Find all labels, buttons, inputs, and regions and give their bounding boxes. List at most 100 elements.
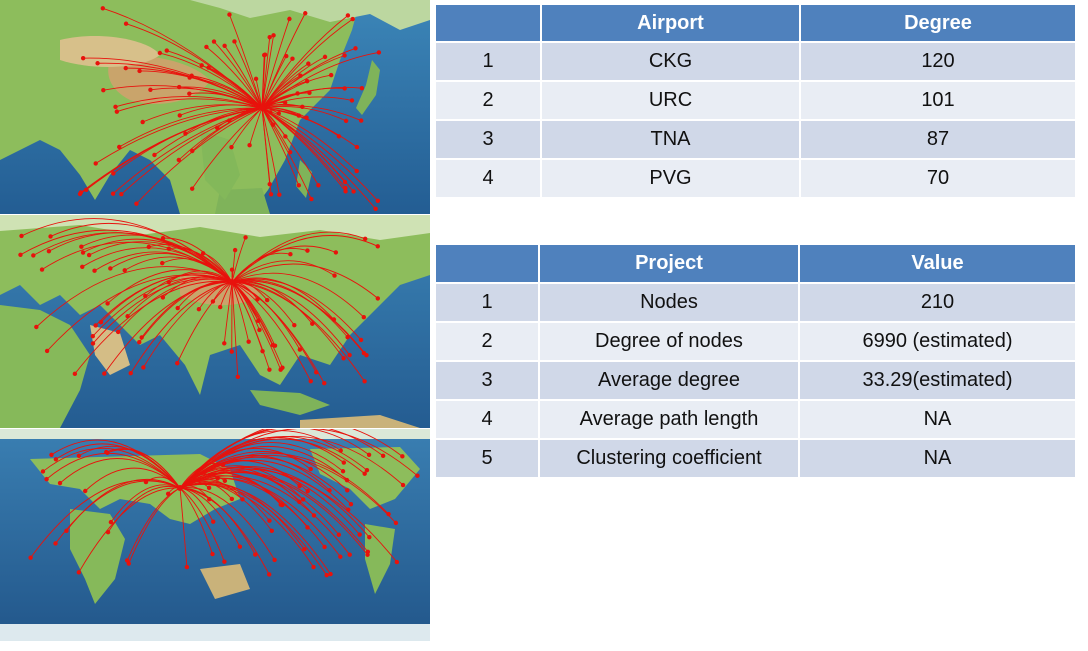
airport-node xyxy=(333,250,339,255)
airport-node xyxy=(232,39,237,44)
airport-node xyxy=(76,453,82,458)
table-header-row: Project Value xyxy=(434,243,1077,284)
airport-node xyxy=(271,33,276,38)
flight-route-line xyxy=(231,237,246,283)
airport-node xyxy=(222,43,227,49)
cell-rank: 1 xyxy=(434,41,542,82)
airport-node xyxy=(345,13,351,18)
airport-node xyxy=(365,552,370,557)
airport-node xyxy=(102,371,107,376)
airport-node xyxy=(199,63,204,68)
airport-node xyxy=(183,131,188,136)
airport-node xyxy=(101,87,106,93)
map-world-graphic xyxy=(0,429,430,641)
flight-route-line xyxy=(231,281,239,377)
airport-node xyxy=(290,56,295,61)
cell-rank: 3 xyxy=(434,360,540,401)
flight-route-line xyxy=(261,15,349,109)
airport-node xyxy=(240,497,245,502)
airport-node xyxy=(72,371,78,377)
flight-route-line xyxy=(179,487,188,568)
airport-node xyxy=(34,324,39,330)
airport-node xyxy=(160,295,166,300)
airport-node xyxy=(122,268,127,273)
flight-route-line xyxy=(179,454,397,524)
airport-node xyxy=(137,340,142,345)
airport-node xyxy=(375,296,381,301)
airport-node xyxy=(137,68,142,74)
airport-node xyxy=(296,183,301,188)
airport-node xyxy=(415,473,420,478)
airport-node xyxy=(324,572,329,578)
flight-route-line xyxy=(261,96,353,109)
airport-node xyxy=(310,321,315,326)
flight-route-line xyxy=(179,487,225,562)
flight-route-line xyxy=(100,274,233,323)
airport-node xyxy=(287,16,292,22)
flight-route-line xyxy=(110,252,233,283)
airport-node xyxy=(84,187,89,193)
cell-project: Average degree xyxy=(538,360,800,401)
airport-node xyxy=(222,478,228,484)
airport-node xyxy=(204,44,209,50)
airport-node xyxy=(366,452,372,457)
airport-node xyxy=(359,85,365,91)
land-indonesia xyxy=(250,390,330,415)
airport-node xyxy=(177,113,182,118)
airport-node xyxy=(206,485,212,491)
flight-route-line xyxy=(59,458,181,489)
airport-node xyxy=(280,365,285,370)
land-japan xyxy=(356,60,380,115)
flight-route-line xyxy=(179,430,341,489)
flight-route-line xyxy=(224,45,263,109)
land-australia xyxy=(300,415,420,428)
land-borneo xyxy=(215,188,270,214)
airport-node xyxy=(270,342,276,348)
airport-node xyxy=(184,564,190,570)
airport-node xyxy=(297,499,302,505)
airport-node xyxy=(76,570,82,575)
airport-node xyxy=(44,348,50,354)
land-arabia xyxy=(90,325,130,375)
airport-node xyxy=(305,488,310,494)
airport-node xyxy=(308,378,313,384)
flight-route-line xyxy=(112,107,263,194)
flight-route-line xyxy=(139,70,263,109)
cell-rank: 2 xyxy=(434,321,540,362)
flight-route-line xyxy=(231,231,366,283)
flight-route-line xyxy=(179,475,351,555)
flight-route-line xyxy=(229,14,263,109)
table-row: 3 Average degree 33.29(estimated) xyxy=(434,360,1077,401)
flight-route-line xyxy=(261,107,280,195)
airport-node xyxy=(338,554,343,559)
flight-route-line xyxy=(119,107,263,148)
airport-node xyxy=(126,561,131,566)
airport-node xyxy=(160,260,165,266)
airport-node xyxy=(354,168,359,174)
flight-route-line xyxy=(162,237,233,283)
hub-node xyxy=(229,279,235,285)
airport-node xyxy=(307,90,312,95)
airport-node xyxy=(196,307,202,312)
airport-node xyxy=(123,65,128,71)
flight-route-line xyxy=(206,46,263,109)
airport-node xyxy=(222,559,227,564)
airport-node xyxy=(83,488,88,494)
flight-route-line xyxy=(231,272,365,318)
cell-rank: 1 xyxy=(434,282,540,323)
airport-node xyxy=(28,555,33,560)
route-lines-eurasia xyxy=(18,218,381,386)
airport-node xyxy=(316,183,321,188)
flight-route-line xyxy=(179,472,368,556)
flight-route-line xyxy=(179,487,213,555)
land-north-america xyxy=(310,447,420,509)
flight-route-line xyxy=(261,107,379,202)
airport-node xyxy=(300,497,306,502)
airport-node xyxy=(351,189,356,194)
table-row: 4 Average path length NA xyxy=(434,399,1077,440)
airport-node xyxy=(143,293,148,299)
flight-route-line xyxy=(128,487,181,564)
airport-node xyxy=(357,532,362,537)
flight-route-line xyxy=(179,487,256,555)
flight-route-line xyxy=(95,107,263,164)
